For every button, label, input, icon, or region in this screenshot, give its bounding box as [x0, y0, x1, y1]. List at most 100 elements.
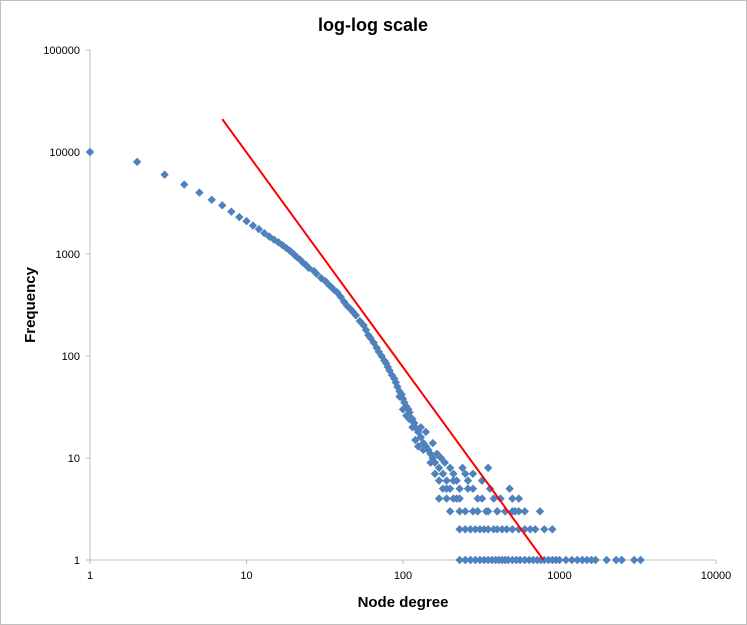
data-point	[473, 494, 482, 503]
data-point	[395, 392, 404, 401]
data-point	[561, 555, 571, 565]
data-point	[419, 445, 428, 455]
data-point	[483, 507, 493, 516]
data-point	[195, 188, 204, 197]
data-point	[567, 555, 577, 565]
x-axis-title: Node degree	[358, 594, 449, 611]
fit-line-group	[221, 118, 545, 561]
data-point	[442, 494, 451, 503]
data-point	[434, 494, 444, 503]
data-point	[508, 525, 517, 534]
data-point	[430, 458, 440, 467]
data-point	[531, 525, 540, 534]
data-point	[463, 476, 473, 485]
data-points	[85, 147, 645, 565]
data-point	[455, 507, 464, 516]
data-point	[461, 555, 470, 565]
data-point	[515, 555, 525, 565]
data-point	[413, 442, 423, 451]
data-point	[468, 507, 478, 516]
data-point	[426, 458, 435, 467]
data-point	[463, 484, 473, 493]
axes: 1 10 100 1000 10000 1 10 100 1000 10000 100000	[43, 45, 731, 582]
fit-line	[221, 118, 545, 561]
data-point	[442, 484, 451, 493]
y-tick-label: 10000	[49, 147, 80, 159]
data-point	[442, 476, 451, 485]
data-point	[227, 207, 236, 216]
data-point	[312, 269, 321, 278]
data-point	[514, 525, 524, 534]
data-point	[591, 555, 600, 565]
data-point	[411, 435, 420, 445]
data-point	[471, 525, 480, 534]
data-point	[248, 221, 258, 230]
data-point	[449, 476, 458, 485]
data-point	[475, 555, 485, 565]
data-point	[274, 238, 283, 247]
data-point	[617, 555, 626, 565]
data-point	[260, 228, 269, 238]
data-point	[503, 555, 513, 565]
data-point	[497, 525, 507, 534]
data-point	[461, 525, 470, 534]
y-tick-label: 100	[62, 351, 80, 363]
data-point	[445, 463, 455, 473]
data-point	[351, 311, 361, 320]
data-point	[520, 525, 529, 534]
data-point	[455, 484, 464, 493]
data-point	[471, 555, 480, 565]
data-point	[85, 147, 95, 157]
data-point	[440, 458, 450, 467]
x-tick-label: 1000	[547, 570, 571, 582]
data-point	[405, 415, 414, 424]
data-point	[514, 494, 524, 503]
data-point	[132, 157, 142, 167]
data-point	[526, 525, 535, 534]
x-tick-label: 1	[87, 570, 93, 582]
y-tick-label: 1000	[56, 249, 80, 261]
data-point	[428, 438, 437, 448]
data-point	[434, 463, 444, 473]
data-point	[160, 170, 169, 179]
data-point	[468, 469, 478, 478]
data-point	[416, 423, 426, 432]
data-point	[235, 212, 244, 222]
data-point	[398, 405, 408, 414]
data-point	[473, 507, 482, 516]
data-point	[477, 494, 487, 503]
data-point	[514, 507, 524, 516]
data-point	[611, 555, 621, 565]
data-point	[505, 484, 514, 493]
y-tick-label: 10	[68, 453, 80, 465]
data-point	[573, 555, 582, 565]
data-point	[445, 507, 455, 516]
data-point	[180, 180, 189, 189]
data-point	[455, 525, 464, 534]
data-point	[582, 555, 592, 565]
data-point	[475, 525, 485, 534]
data-point	[321, 277, 330, 286]
data-point	[520, 555, 529, 565]
x-tick-label: 100	[394, 570, 412, 582]
data-point	[455, 494, 464, 503]
data-point	[540, 525, 549, 534]
data-point	[218, 201, 227, 210]
data-point	[489, 494, 498, 503]
data-point	[548, 525, 557, 534]
data-point	[434, 476, 444, 485]
y-tick-label: 1	[74, 555, 80, 567]
data-point	[555, 555, 564, 565]
data-point	[535, 507, 545, 516]
data-point	[438, 469, 448, 478]
data-point	[436, 453, 446, 463]
data-point	[493, 525, 502, 534]
data-point	[449, 469, 458, 478]
data-point	[455, 555, 464, 565]
data-point	[520, 507, 529, 516]
data-point	[468, 484, 478, 493]
data-point	[483, 463, 493, 473]
data-point	[466, 555, 475, 565]
